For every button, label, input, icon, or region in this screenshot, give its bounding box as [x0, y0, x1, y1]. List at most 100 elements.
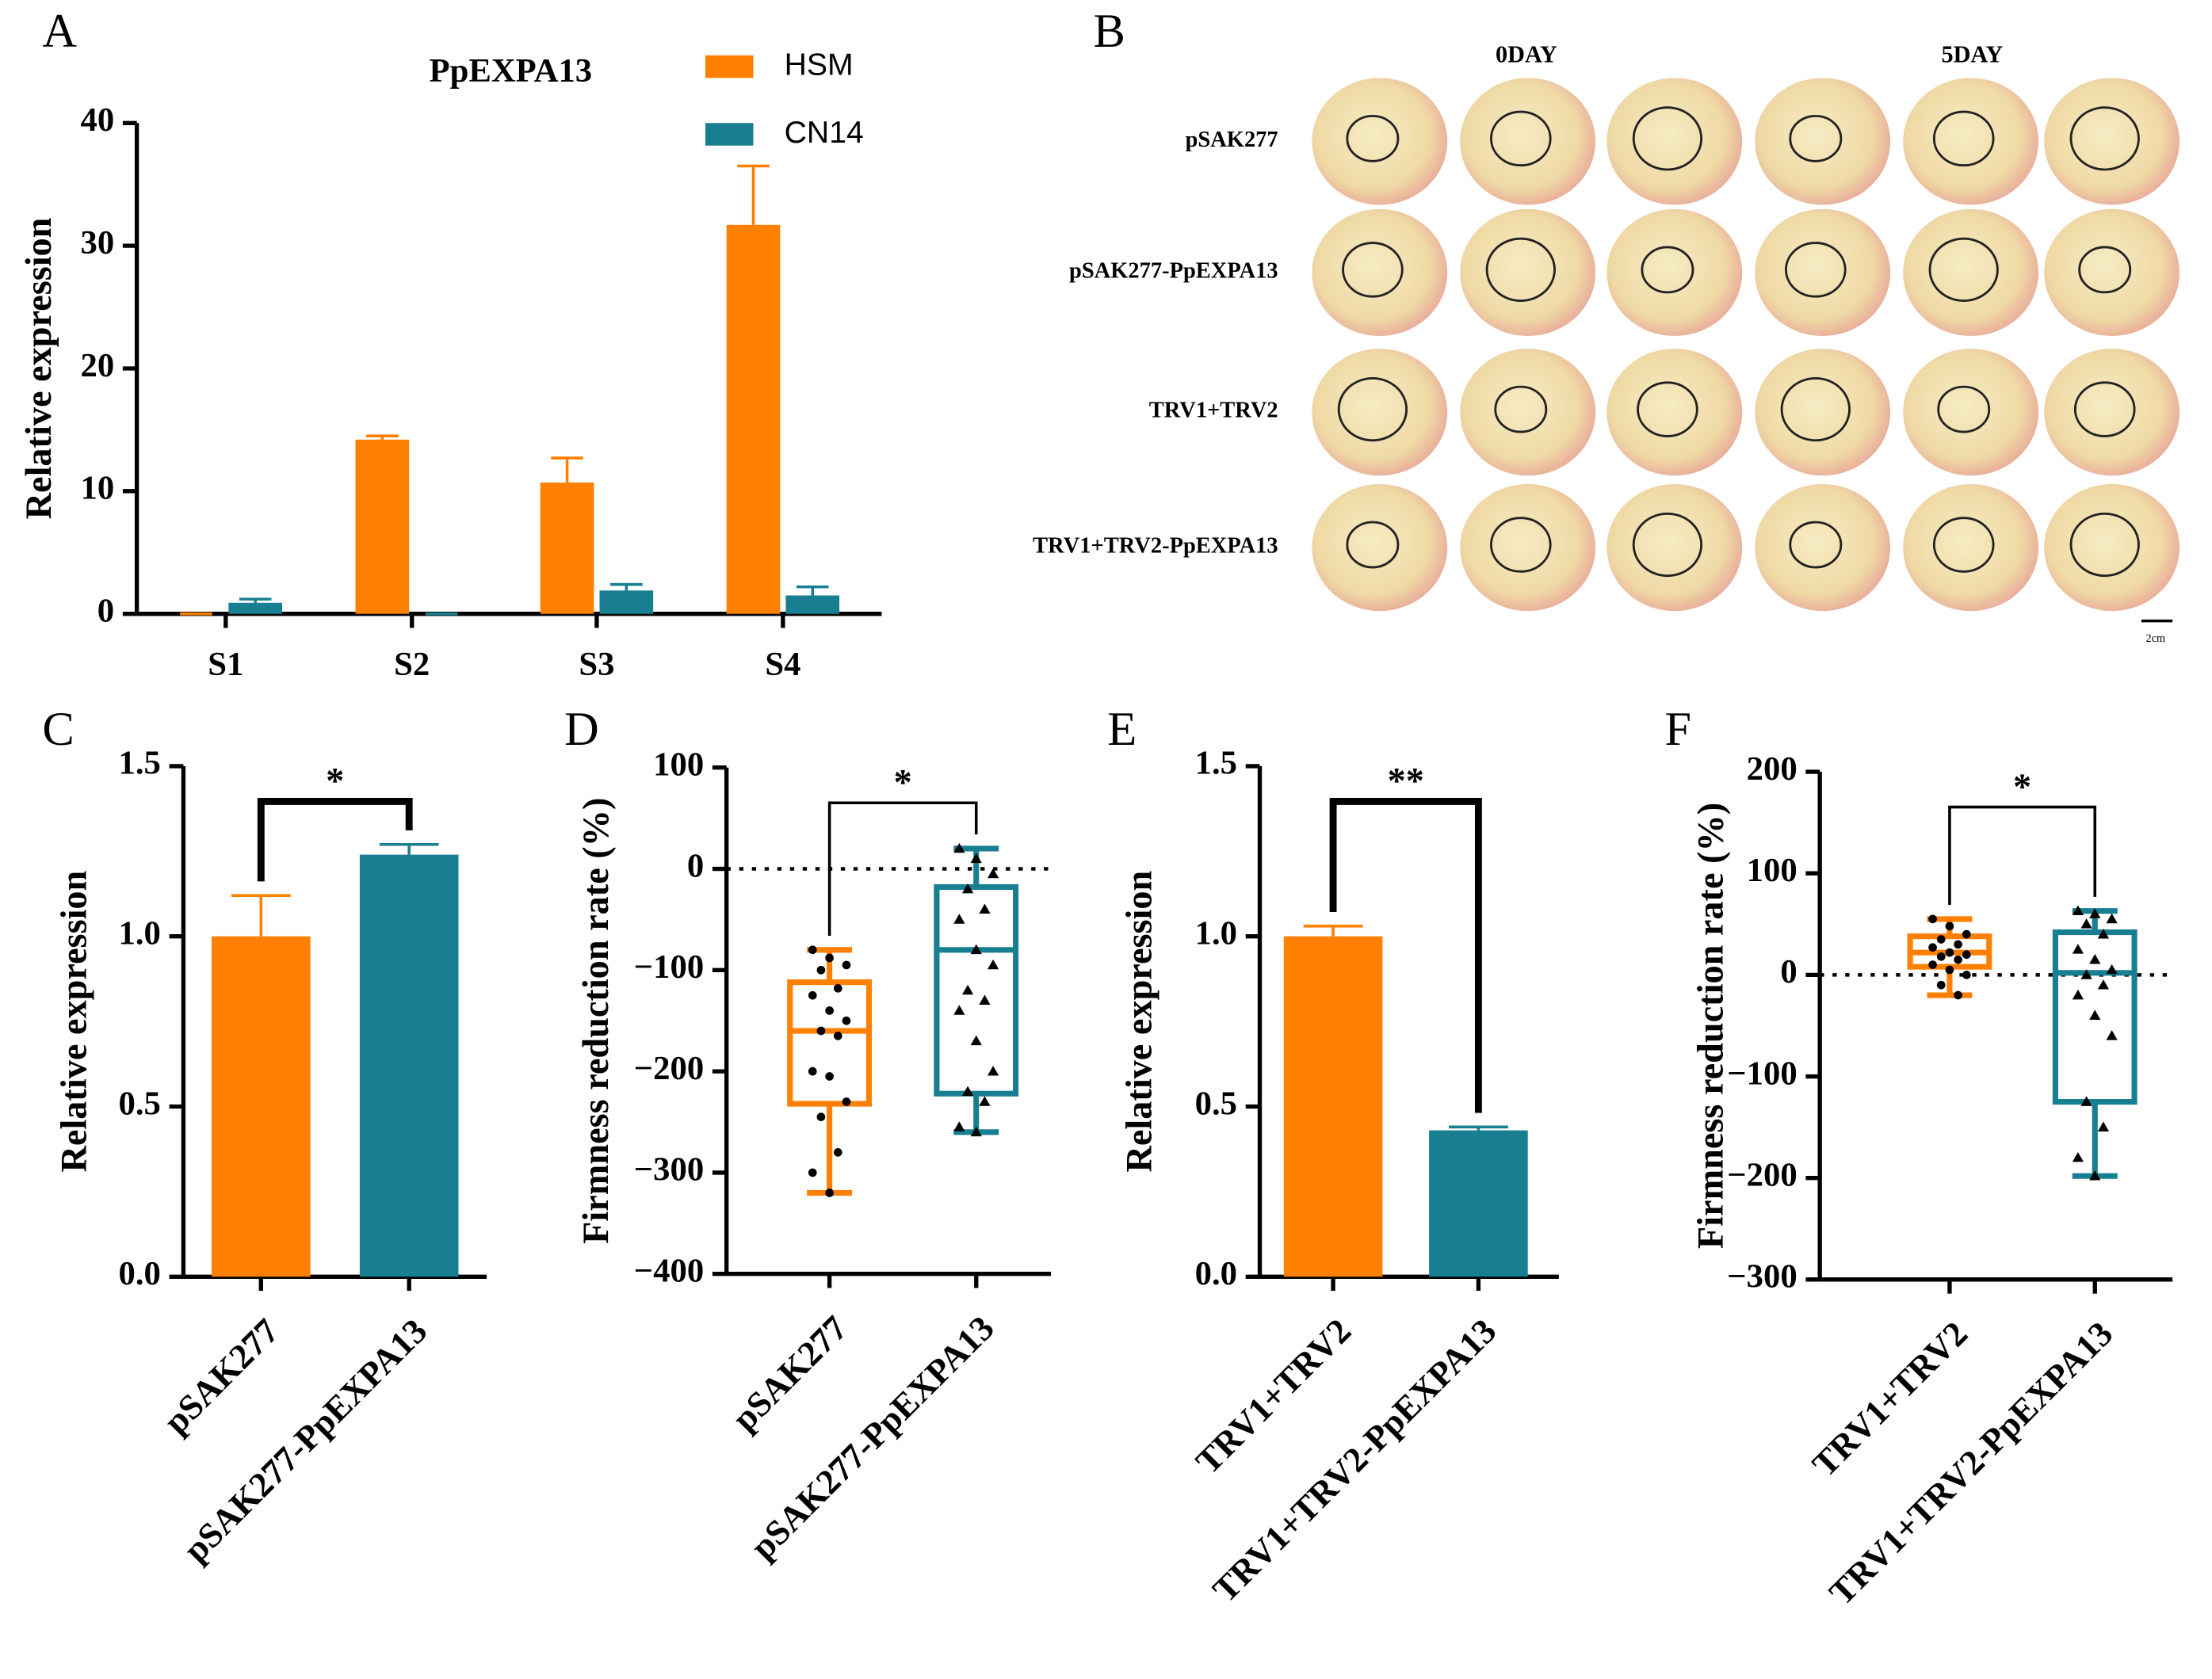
y-tick-label: −200 [634, 1050, 704, 1087]
data-point [1936, 935, 1946, 944]
data-point [2106, 1030, 2118, 1040]
data-point [2089, 954, 2101, 964]
marked-circle [1632, 106, 1703, 171]
data-point [2072, 1151, 2084, 1162]
x-tick-label: TRV1+TRV2-PpEXPA13 [1205, 1311, 1503, 1609]
significance-label: * [2013, 767, 2031, 807]
fruit-photo [1903, 78, 2039, 205]
data-point [2097, 928, 2110, 939]
y-tick-label: 0 [97, 593, 114, 630]
fruit-photo [2044, 483, 2180, 612]
fruit-photo [1460, 349, 1596, 476]
data-point [1954, 940, 1962, 949]
bar [599, 590, 654, 614]
y-tick-label: −300 [634, 1151, 704, 1189]
data-point [970, 944, 982, 955]
marked-circle [1346, 521, 1400, 569]
y-tick-label: 0 [687, 847, 704, 884]
y-tick-label: −400 [634, 1253, 704, 1290]
data-point [833, 1148, 842, 1157]
data-point [987, 868, 999, 879]
row-label: TRV1+TRV2 [1149, 399, 1278, 423]
marked-circle [1485, 237, 1556, 302]
data-point [2072, 905, 2084, 915]
data-point [1936, 952, 1946, 961]
column-label: 5DAY [1941, 41, 2003, 68]
y-tick-label: 0.5 [1195, 1085, 1237, 1122]
marked-circle [1490, 517, 1552, 573]
panel-letter: C [42, 703, 74, 756]
data-point [825, 1006, 834, 1015]
fruit-photo [1903, 483, 2039, 612]
bar [785, 595, 840, 614]
y-tick-label: −100 [1727, 1055, 1797, 1092]
panel-letter: E [1107, 703, 1137, 756]
y-tick-label: 200 [1747, 750, 1797, 788]
marked-circle [1932, 110, 1995, 167]
box [2052, 929, 2138, 1105]
marked-circle [1490, 110, 1552, 167]
data-point [2072, 944, 2084, 954]
y-tick-label: 10 [80, 470, 114, 507]
y-axis-label: Relative expression [55, 870, 95, 1172]
marked-circle [1789, 114, 1843, 162]
data-point [2089, 908, 2101, 918]
data-point [2097, 1121, 2110, 1131]
data-point [1928, 914, 1937, 924]
fruit-photo [2044, 78, 2180, 205]
data-point [979, 994, 991, 1005]
fruit-photo [1312, 349, 1448, 476]
marked-circle [2069, 106, 2140, 171]
significance-label: * [326, 761, 344, 802]
data-point [1928, 960, 1937, 969]
data-point [953, 1121, 965, 1131]
data-point [1945, 948, 1954, 957]
data-point [842, 1097, 851, 1106]
y-tick-label: 1.0 [119, 915, 161, 952]
bar [355, 439, 410, 614]
data-point [1945, 965, 1954, 975]
data-point [825, 1072, 834, 1081]
data-point [842, 960, 851, 970]
data-point [833, 1032, 842, 1040]
column-label: 0DAY [1496, 41, 1557, 68]
y-tick-label: −100 [634, 948, 704, 986]
data-point [2097, 979, 2110, 990]
legend-swatch [705, 123, 754, 146]
data-point [970, 1126, 982, 1137]
data-point [2080, 969, 2092, 979]
data-point [961, 883, 974, 894]
legend-label: CN14 [785, 116, 864, 150]
data-point [1954, 990, 1962, 1000]
data-point [816, 965, 826, 975]
y-tick-label: 0.5 [119, 1085, 161, 1122]
y-tick-label: 20 [80, 347, 114, 384]
fruit-photo [1460, 483, 1596, 612]
significance-bracket [257, 797, 413, 882]
data-point [1928, 943, 1937, 952]
data-point [1954, 955, 1962, 964]
panel-letter: F [1664, 703, 1691, 756]
row-label: TRV1+TRV2-PpEXPA13 [1033, 534, 1278, 559]
data-point [833, 983, 842, 993]
fruit-photo [1755, 208, 1891, 337]
fruit-photo [1460, 78, 1596, 205]
significance-bracket [1329, 797, 1482, 1113]
marked-circle [1932, 517, 1995, 573]
data-point [987, 959, 999, 970]
x-tick-label: pSAK277-PpEXPA13 [176, 1311, 435, 1570]
data-point [825, 1189, 834, 1197]
chart-title: PpEXPA13 [430, 52, 593, 90]
fruit-photo [1606, 349, 1743, 476]
y-tick-label: 0.0 [1195, 1255, 1237, 1292]
x-tick-label: S3 [579, 646, 614, 683]
bar [540, 483, 594, 614]
x-tick-label: S2 [394, 646, 430, 683]
data-point [979, 903, 991, 914]
data-point [2106, 913, 2118, 924]
data-point [970, 1035, 982, 1046]
y-tick-label: 100 [1747, 852, 1797, 889]
data-point [2080, 1096, 2092, 1106]
y-tick-label: 40 [80, 101, 114, 139]
